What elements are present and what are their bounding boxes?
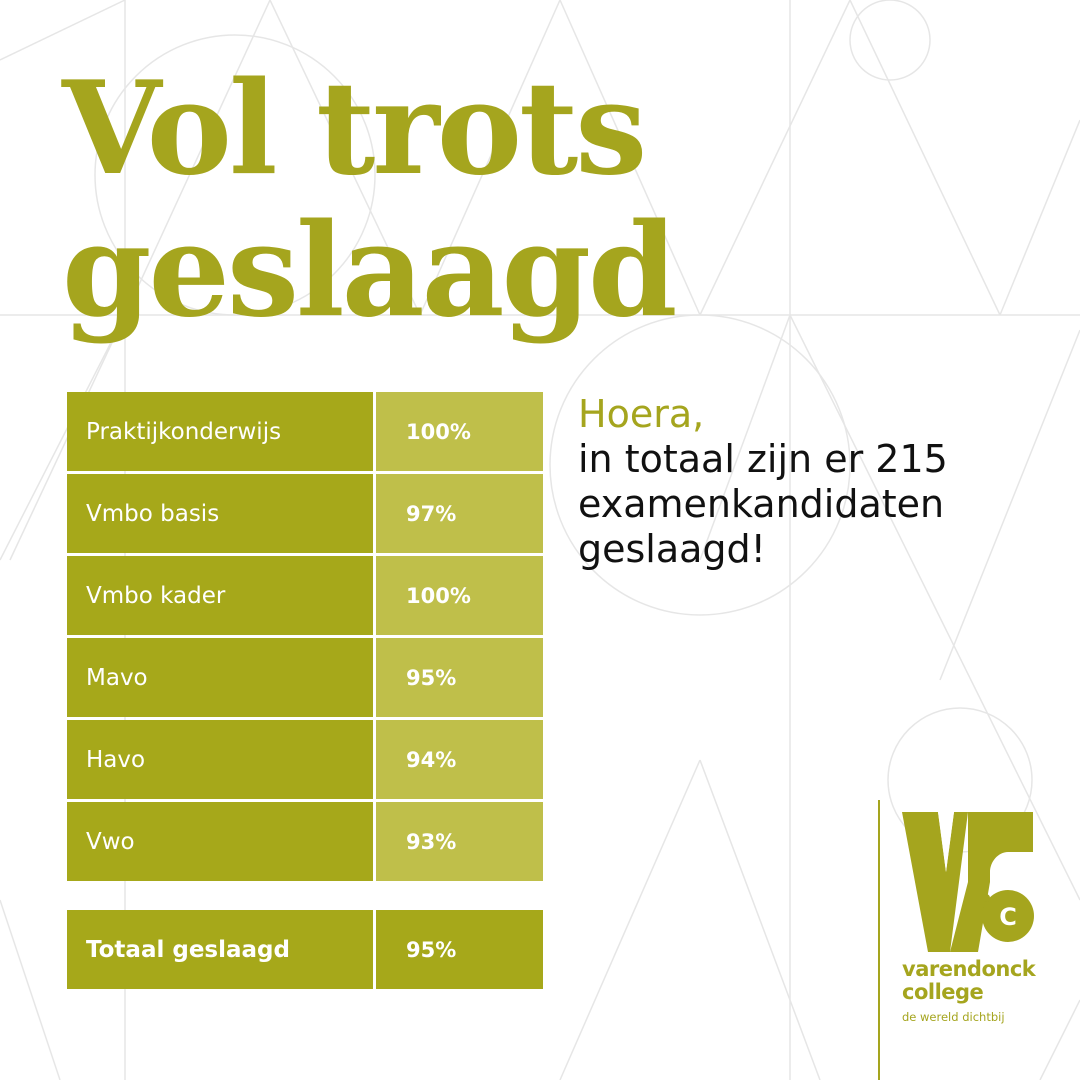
logo-name-line-1: varendonck: [902, 957, 1036, 981]
table-row: Praktijkonderwijs 100%: [67, 392, 543, 471]
logo-name-line-2: college: [902, 980, 984, 1004]
headline: Vol trots geslaagd: [62, 54, 677, 346]
table-row: Vwo 93%: [67, 802, 543, 881]
logo-mark-letter: C: [999, 903, 1017, 931]
logo-tagline: de wereld dichtbij: [902, 1010, 1005, 1024]
message-line-3: geslaagd!: [578, 527, 766, 571]
vc-logo-icon: C: [902, 812, 1034, 952]
row-value: 100%: [376, 392, 543, 471]
message-line-1: in totaal zijn er 215: [578, 437, 948, 481]
table-row: Vmbo kader 100%: [67, 556, 543, 635]
headline-line-2: geslaagd: [62, 196, 677, 346]
table-row: Vmbo basis 97%: [67, 474, 543, 553]
row-value: 94%: [376, 720, 543, 799]
row-label: Praktijkonderwijs: [67, 392, 373, 471]
logo-divider: [878, 800, 880, 1080]
row-value: 95%: [376, 638, 543, 717]
logo-wordmark: varendonck college: [902, 957, 1036, 1004]
total-value: 95%: [376, 910, 543, 989]
school-logo: C varendonck college de wereld dichtbij: [878, 800, 1080, 1080]
row-value: 100%: [376, 556, 543, 635]
row-value: 93%: [376, 802, 543, 881]
row-label: Havo: [67, 720, 373, 799]
celebration-message: Hoera, in totaal zijn er 215 examenkandi…: [578, 392, 948, 572]
row-value: 97%: [376, 474, 543, 553]
table-row: Havo 94%: [67, 720, 543, 799]
table-row: Mavo 95%: [67, 638, 543, 717]
total-row: Totaal geslaagd 95%: [67, 910, 543, 989]
total-label: Totaal geslaagd: [67, 910, 373, 989]
row-label: Mavo: [67, 638, 373, 717]
message-greeting: Hoera,: [578, 392, 705, 436]
message-line-2: examenkandidaten: [578, 482, 945, 526]
row-label: Vmbo kader: [67, 556, 373, 635]
results-table: Praktijkonderwijs 100% Vmbo basis 97% Vm…: [67, 392, 543, 992]
row-label: Vwo: [67, 802, 373, 881]
headline-line-1: Vol trots: [62, 54, 647, 204]
row-label: Vmbo basis: [67, 474, 373, 553]
